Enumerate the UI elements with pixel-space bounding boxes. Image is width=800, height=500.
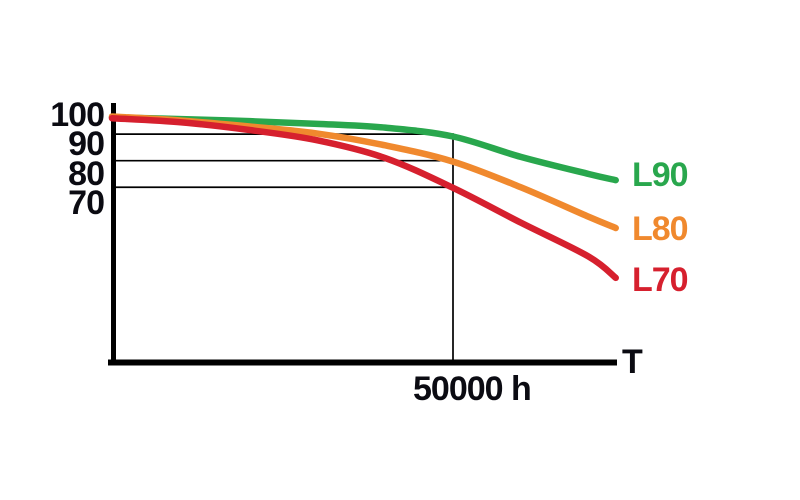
y-tick-label-100: 100 (50, 95, 105, 134)
legend-label-l80: L80 (632, 209, 689, 248)
y-tick-label-80: 80 (68, 154, 105, 193)
y-tick-label-90: 90 (68, 125, 105, 163)
y-tick-label-70: 70 (68, 184, 105, 222)
legend-label-l90: L90 (632, 156, 689, 194)
legend-label-l70: L70 (632, 261, 689, 299)
x-marker-label-50000h: 50000 h (413, 370, 532, 408)
x-axis-title: T (622, 343, 643, 381)
